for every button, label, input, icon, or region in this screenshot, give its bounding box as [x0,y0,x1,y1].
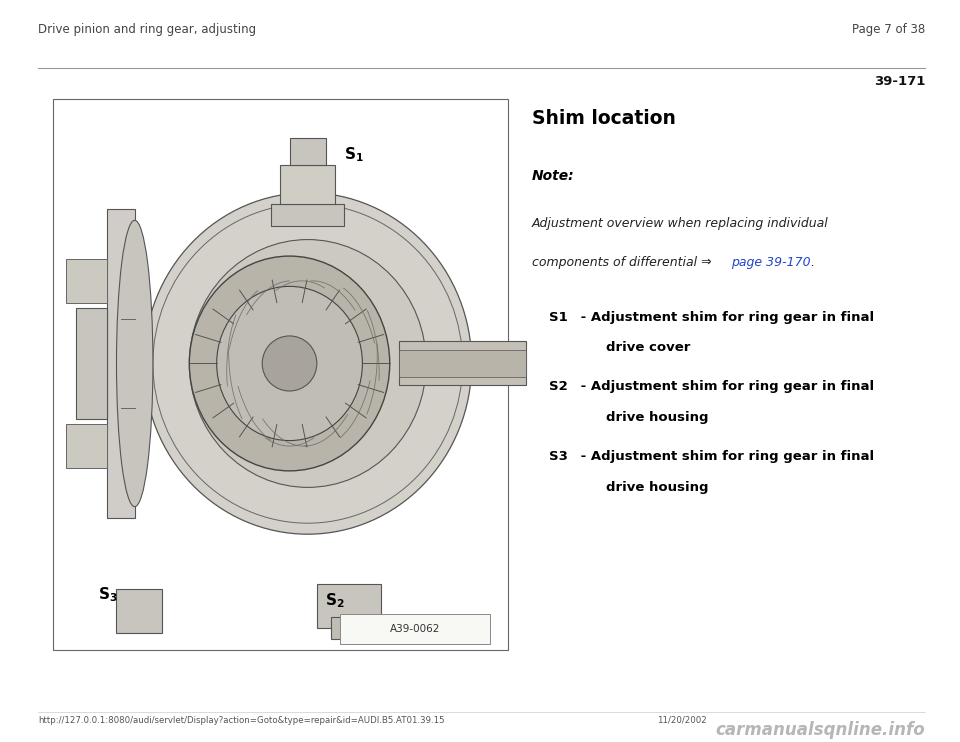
Ellipse shape [262,336,317,391]
Text: drive housing: drive housing [606,481,708,494]
Bar [53,99,508,650]
Bar [76,309,108,418]
Bar [398,341,526,386]
Ellipse shape [116,220,153,507]
Bar [66,259,108,303]
Bar [398,349,526,377]
Text: Adjustment overview when replacing individual: Adjustment overview when replacing indiv… [532,217,828,230]
Text: A39-0062: A39-0062 [390,623,440,634]
Bar [116,589,162,634]
Bar [330,617,367,639]
Ellipse shape [144,193,471,534]
Bar [272,204,345,226]
Text: carmanualsqnline.info: carmanualsqnline.info [715,721,925,739]
Text: http://127.0.0.1:8080/audi/servlet/Display?action=Goto&type=repair&id=AUDI.B5.AT: http://127.0.0.1:8080/audi/servlet/Displ… [38,716,445,725]
Ellipse shape [189,240,426,487]
Bar [290,138,326,165]
Text: .: . [807,255,815,269]
Text: $\mathbf{S_1}$: $\mathbf{S_1}$ [345,145,364,163]
Bar [108,209,134,518]
Text: Drive pinion and ring gear, adjusting: Drive pinion and ring gear, adjusting [38,24,256,36]
Text: 11/20/2002: 11/20/2002 [657,716,707,725]
Text: S1: S1 [549,311,568,324]
Bar [66,424,108,468]
Text: drive cover: drive cover [606,341,690,355]
Text: $\mathbf{S_3}$: $\mathbf{S_3}$ [98,585,118,604]
Text: drive housing: drive housing [606,411,708,424]
Text: page 39-170: page 39-170 [732,255,811,269]
Text: - Adjustment shim for ring gear in final: - Adjustment shim for ring gear in final [576,381,875,393]
Ellipse shape [217,286,363,441]
Text: components of differential ⇒: components of differential ⇒ [532,255,716,269]
Text: 39-171: 39-171 [874,75,925,88]
Text: $\mathbf{S_2}$: $\mathbf{S_2}$ [325,591,345,610]
Text: - Adjustment shim for ring gear in final: - Adjustment shim for ring gear in final [576,450,875,463]
Text: S3: S3 [549,450,568,463]
Ellipse shape [189,256,390,471]
Bar [317,584,380,628]
Text: Shim location: Shim location [532,108,676,128]
Bar [340,614,490,644]
Text: Note:: Note: [532,169,575,183]
Text: - Adjustment shim for ring gear in final: - Adjustment shim for ring gear in final [576,311,875,324]
Bar [280,165,335,204]
Text: S2: S2 [549,381,568,393]
Text: Page 7 of 38: Page 7 of 38 [852,24,925,36]
